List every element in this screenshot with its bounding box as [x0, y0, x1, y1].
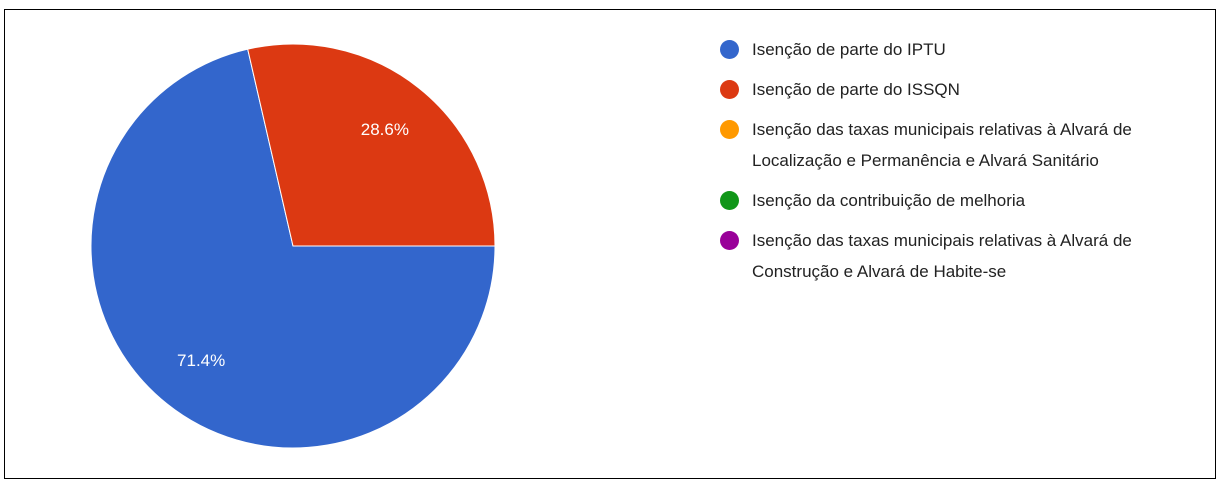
legend-marker — [720, 191, 739, 210]
legend-item: Isenção da contribuição de melhoria — [720, 185, 1152, 216]
pie-chart: 71.4% 28.6% — [90, 43, 496, 449]
legend-marker — [720, 80, 739, 99]
legend-label: Isenção das taxas municipais relativas à… — [752, 120, 1132, 170]
legend: Isenção de parte do IPTU Isenção de parte… — [720, 34, 1160, 296]
legend-item: Isenção de parte do IPTU — [720, 34, 1152, 65]
pie-slice — [90, 48, 496, 449]
legend-label: Isenção da contribuição de melhoria — [752, 191, 1026, 210]
legend-item: Isenção das taxas municipais relativas à… — [720, 225, 1152, 287]
legend-label: Isenção de parte do ISSQN — [752, 80, 960, 99]
page: 71.4% 28.6% Isenção de parte do IPTU Isenç… — [4, 9, 1216, 479]
slice-label: 28.6% — [361, 120, 409, 139]
legend-marker — [720, 40, 739, 59]
legend-item: Isenção de parte do ISSQN — [720, 74, 1152, 105]
legend-marker — [720, 231, 739, 250]
legend-item: Isenção das taxas municipais relativas à… — [720, 114, 1152, 176]
legend-label: Isenção de parte do IPTU — [752, 40, 946, 59]
pie-slice — [247, 43, 496, 247]
legend-label: Isenção das taxas municipais relativas à… — [752, 231, 1132, 281]
legend-marker — [720, 120, 739, 139]
slice-label: 71.4% — [177, 351, 225, 370]
